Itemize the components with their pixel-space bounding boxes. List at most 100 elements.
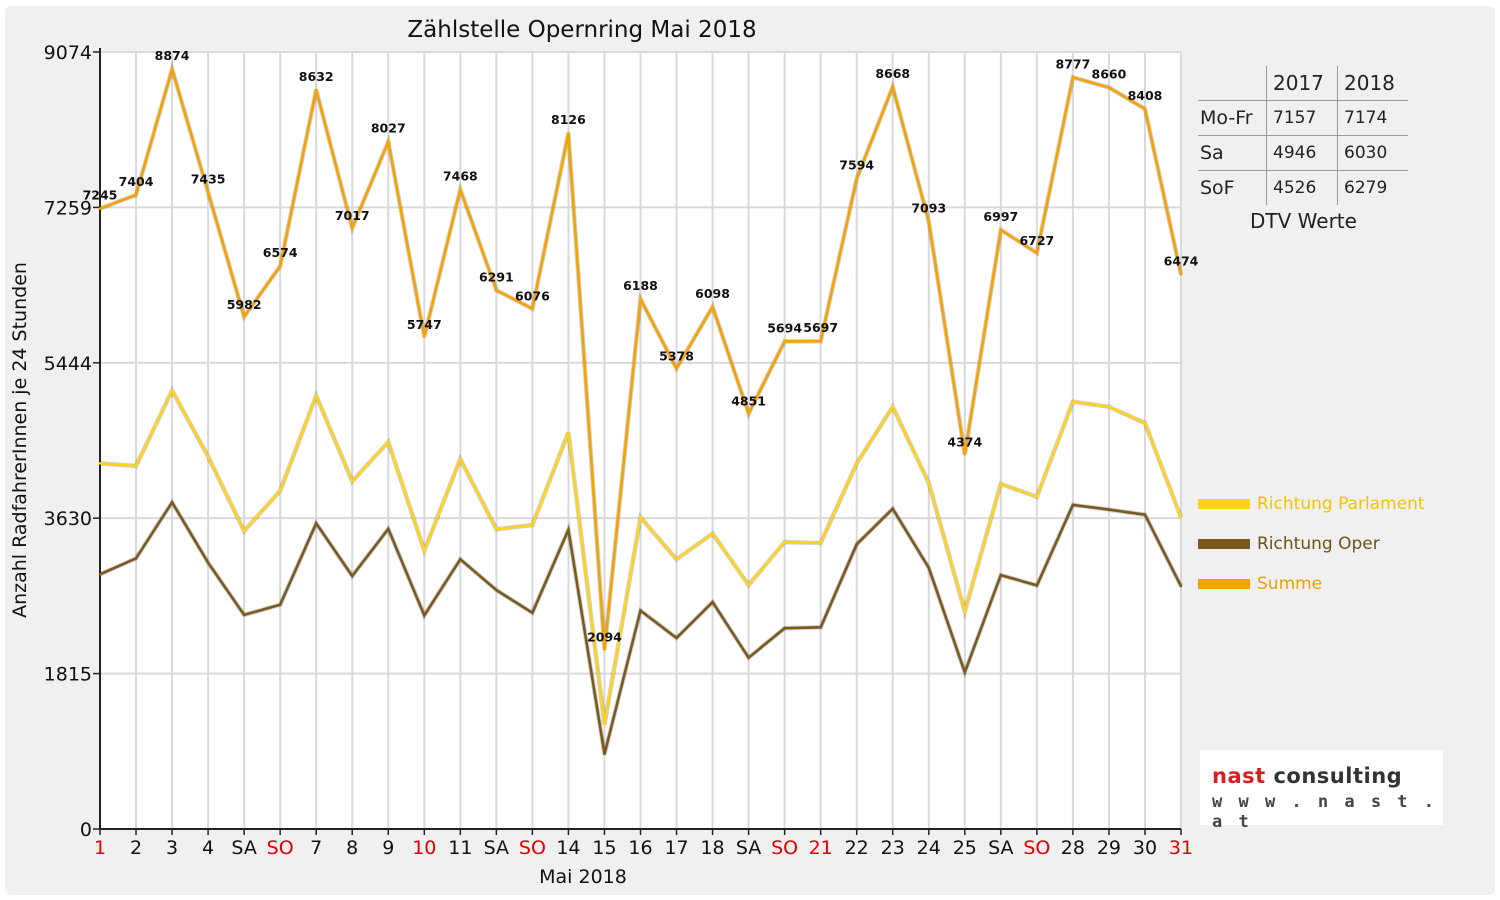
series-point bbox=[639, 516, 642, 519]
data-label: 8668 bbox=[875, 66, 910, 81]
data-label: 5982 bbox=[227, 297, 262, 312]
series-point bbox=[1035, 495, 1039, 498]
series-point bbox=[531, 611, 534, 614]
series-point bbox=[1179, 516, 1183, 519]
series-point bbox=[711, 600, 714, 604]
x-axis-label: Mai 2018 bbox=[539, 866, 627, 888]
series-point bbox=[242, 315, 246, 318]
y-tick-label: 9074 bbox=[44, 42, 92, 64]
x-tick-label: 29 bbox=[1097, 837, 1121, 859]
data-label: 6727 bbox=[1019, 233, 1054, 248]
x-tick-label: 25 bbox=[953, 837, 977, 859]
data-label: 7594 bbox=[839, 158, 874, 173]
series-point bbox=[999, 228, 1003, 232]
series-point bbox=[1107, 508, 1111, 511]
series-point bbox=[1107, 405, 1111, 409]
legend-swatch bbox=[1198, 499, 1250, 509]
series-point bbox=[206, 455, 210, 458]
series-point bbox=[711, 532, 714, 535]
x-tick-label: 17 bbox=[664, 837, 688, 859]
series-point bbox=[927, 566, 930, 570]
data-label: 4374 bbox=[947, 434, 982, 449]
series-point bbox=[1143, 107, 1147, 111]
series-point bbox=[170, 389, 174, 392]
series-point bbox=[855, 543, 858, 546]
x-tick-label: 18 bbox=[700, 837, 724, 859]
series-point bbox=[1071, 503, 1075, 507]
series-point bbox=[747, 412, 750, 415]
series-point bbox=[1143, 513, 1147, 516]
dtv-caption: DTV Werte bbox=[1250, 209, 1357, 233]
series-point bbox=[531, 307, 534, 310]
series-point bbox=[675, 558, 678, 561]
series-point bbox=[999, 573, 1003, 577]
x-tick-label: 15 bbox=[592, 837, 616, 859]
series-point bbox=[134, 464, 138, 468]
y-tick-label: 0 bbox=[80, 819, 92, 841]
y-tick-label: 5444 bbox=[44, 353, 92, 375]
x-tick-label: SO bbox=[267, 837, 294, 859]
y-axis-label: Anzahl RadfahrerInnen je 24 Stunden bbox=[9, 262, 31, 618]
series-point bbox=[423, 335, 426, 339]
data-label: 6098 bbox=[695, 286, 730, 301]
data-label: 5697 bbox=[803, 320, 838, 335]
x-tick-label: 21 bbox=[809, 837, 833, 859]
data-label: 7435 bbox=[191, 171, 226, 186]
data-label: 7468 bbox=[443, 169, 478, 184]
x-tick-label: 7 bbox=[310, 837, 322, 859]
dtv-table: 2017 2018 Mo-Fr 7157 7174 Sa 4946 6030 S… bbox=[1198, 66, 1408, 205]
series-point bbox=[278, 489, 282, 492]
x-tick-label: 16 bbox=[628, 837, 652, 859]
series-point bbox=[278, 603, 282, 606]
x-tick-label: SA bbox=[484, 837, 509, 859]
series-point bbox=[855, 462, 858, 465]
series-point bbox=[927, 220, 930, 223]
series-point bbox=[170, 67, 174, 71]
series-point bbox=[531, 523, 534, 527]
series-point bbox=[170, 501, 174, 504]
x-tick-label: SO bbox=[519, 837, 546, 859]
data-label: 6574 bbox=[263, 245, 298, 260]
series-point bbox=[1071, 400, 1075, 403]
series-point bbox=[639, 609, 642, 612]
dtv-cell: 7174 bbox=[1337, 100, 1408, 136]
x-tick-label: SO bbox=[771, 837, 798, 859]
series-point bbox=[603, 752, 606, 756]
legend-label: Richtung Parlament bbox=[1257, 494, 1425, 514]
series-point bbox=[387, 440, 390, 444]
data-label: 7245 bbox=[83, 188, 118, 203]
legend-swatch bbox=[1198, 539, 1250, 549]
series-point bbox=[783, 540, 786, 544]
series-point bbox=[747, 583, 750, 587]
series-point bbox=[567, 528, 570, 531]
series-point bbox=[1143, 421, 1147, 425]
x-tick-label: 8 bbox=[346, 837, 358, 859]
series-point bbox=[963, 453, 966, 456]
series-point bbox=[1107, 86, 1111, 89]
data-label: 8632 bbox=[299, 69, 334, 84]
series-point bbox=[567, 431, 570, 434]
series-point bbox=[963, 671, 966, 674]
x-tick-label: 10 bbox=[412, 837, 436, 859]
dtv-header-blank bbox=[1198, 66, 1267, 101]
series-point bbox=[675, 367, 678, 370]
data-label: 6997 bbox=[983, 209, 1018, 224]
dtv-row-label: Sa bbox=[1198, 135, 1267, 171]
x-tick-label: 30 bbox=[1133, 837, 1157, 859]
series-point bbox=[351, 574, 354, 578]
x-tick-label: 14 bbox=[556, 837, 580, 859]
series-point bbox=[423, 614, 426, 617]
chart-title: Zählstelle Opernring Mai 2018 bbox=[407, 17, 756, 43]
x-tick-label: 9 bbox=[382, 837, 394, 859]
series-point bbox=[459, 188, 462, 191]
series-point bbox=[98, 462, 102, 465]
dtv-row-label: Mo-Fr bbox=[1198, 100, 1267, 136]
legend-label: Richtung Oper bbox=[1257, 534, 1380, 554]
series-point bbox=[603, 723, 606, 726]
legend-swatch bbox=[1198, 579, 1250, 589]
dtv-cell: 6030 bbox=[1337, 135, 1408, 171]
series-point bbox=[98, 573, 102, 576]
x-tick-label: 24 bbox=[917, 837, 941, 859]
data-label: 7017 bbox=[335, 208, 370, 223]
